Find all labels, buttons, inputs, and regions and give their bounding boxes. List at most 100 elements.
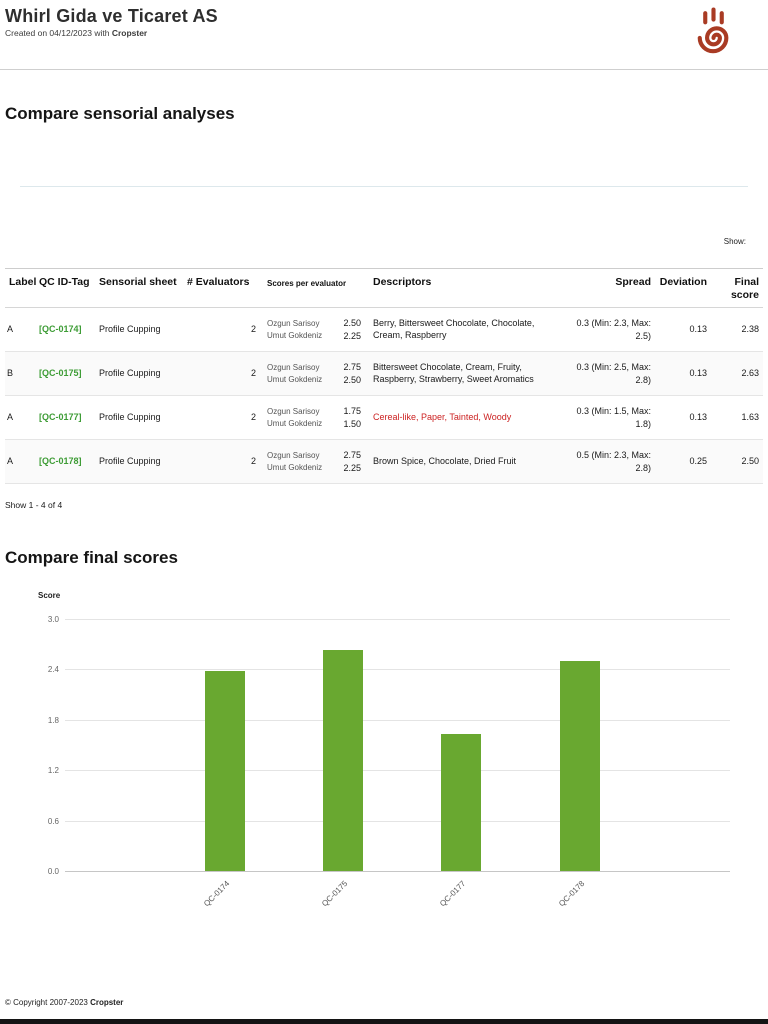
chart-ytick-label: 0.6: [47, 816, 59, 826]
spread-value: 0.3 (Min: 2.5, Max: 2.8): [567, 351, 655, 397]
show-filter-label: Show:: [723, 237, 746, 246]
chart-bar-qc-0177: [441, 734, 482, 871]
row-label: A: [5, 307, 35, 353]
evaluator-names: Ozgun Sarisoy Umut Gokdeniz: [263, 307, 329, 353]
table-header-row: Label QC ID-Tag Sensorial sheet # Evalua…: [5, 267, 763, 309]
section-divider: [20, 186, 748, 187]
cropster-logo-icon: [697, 7, 729, 54]
created-on-prefix: Created on 04/12/2023 with: [5, 28, 112, 38]
table-row: A [QC-0174] Profile Cupping 2 Ozgun Sari…: [5, 307, 763, 353]
evaluators-count: 2: [183, 395, 263, 441]
evaluator-name: Umut Gokdeniz: [267, 374, 323, 384]
chart-xtick-label: QC-0177: [438, 879, 468, 909]
chart-gridline: [65, 719, 730, 721]
col-header-label: Label: [5, 267, 36, 309]
chart-ytick-label: 1.8: [47, 715, 59, 725]
chart-xtick-label: QC-0174: [201, 879, 231, 909]
col-header-final-score: Final score: [711, 267, 763, 309]
sensorial-sheet: Profile Cupping: [95, 395, 183, 441]
evaluator-name: Ozgun Sarisoy: [267, 319, 320, 329]
evaluators-count: 2: [183, 307, 263, 353]
evaluator-score: 2.50: [343, 374, 361, 385]
row-label: A: [5, 439, 35, 485]
qc-tag-link[interactable]: [QC-0177]: [39, 411, 82, 422]
chart-bar-qc-0178: [559, 661, 600, 871]
sensorial-sheet: Profile Cupping: [95, 351, 183, 397]
qc-tag-link[interactable]: [QC-0178]: [39, 455, 82, 466]
evaluator-name: Umut Gokdeniz: [267, 418, 323, 428]
final-score-value: 1.63: [711, 395, 763, 441]
table-row: B [QC-0175] Profile Cupping 2 Ozgun Sari…: [5, 351, 763, 397]
row-label: A: [5, 395, 35, 441]
table-row: A [QC-0177] Profile Cupping 2 Ozgun Sari…: [5, 395, 763, 441]
deviation-value: 0.13: [655, 395, 711, 441]
evaluator-scores: 2.75 2.25: [329, 439, 365, 485]
page-title: Whirl Gida ve Ticaret AS: [5, 6, 218, 26]
evaluator-score: 2.25: [343, 330, 361, 341]
descriptors: Berry, Bittersweet Chocolate, Chocolate,…: [365, 307, 567, 353]
evaluator-scores: 2.50 2.25: [329, 307, 365, 353]
section-title-compare-scores: Compare final scores: [5, 548, 178, 567]
deviation-value: 0.13: [655, 307, 711, 353]
evaluators-count: 2: [183, 351, 263, 397]
evaluator-scores: 2.75 2.50: [329, 351, 365, 397]
chart-xtick-label: QC-0175: [320, 879, 350, 909]
chart-xtick-label: QC-0178: [556, 879, 587, 909]
report-header: Whirl Gida ve Ticaret AS Created on 04/1…: [0, 0, 768, 70]
qc-tag-link[interactable]: [QC-0174]: [39, 323, 82, 334]
deviation-value: 0.13: [655, 351, 711, 397]
evaluator-names: Ozgun Sarisoy Umut Gokdeniz: [263, 351, 329, 397]
evaluator-name: Ozgun Sarisoy: [267, 363, 320, 373]
pagination-summary: Show 1 - 4 of 4: [5, 500, 63, 510]
page-bottom-bar: [0, 1019, 768, 1024]
deviation-value: 0.25: [655, 439, 711, 485]
evaluators-count: 2: [183, 439, 263, 485]
chart-ytick-label: 1.2: [47, 766, 59, 776]
final-score-value: 2.63: [711, 351, 763, 397]
descriptors: Cereal-like, Paper, Tainted, Woody: [365, 395, 567, 441]
created-on-brand: Cropster: [111, 28, 148, 38]
table-row: A [QC-0178] Profile Cupping 2 Ozgun Sari…: [5, 439, 763, 485]
evaluator-name: Umut Gokdeniz: [267, 330, 323, 340]
col-header-spread: Spread: [567, 267, 655, 309]
col-header-deviation: Deviation: [655, 267, 711, 309]
final-score-value: 2.38: [711, 307, 763, 353]
chart-gridline: [65, 770, 730, 772]
chart-ytick-label: 0.0: [47, 867, 59, 876]
evaluator-score: 1.75: [343, 405, 361, 416]
evaluator-scores: 1.75 1.50: [329, 395, 365, 441]
col-header-sheet: Sensorial sheet: [95, 267, 183, 309]
spread-value: 0.3 (Min: 1.5, Max: 1.8): [567, 395, 655, 441]
qc-tag-link[interactable]: [QC-0175]: [39, 367, 82, 378]
evaluator-score: 2.75: [343, 449, 361, 460]
chart-ytick-label: 3.0: [47, 615, 59, 624]
chart-bar-qc-0175: [322, 650, 363, 871]
col-header-evaluators: # Evaluators: [183, 267, 263, 309]
chart-gridline: [65, 871, 730, 872]
col-header-descriptors: Descriptors: [365, 267, 567, 309]
final-score-value: 2.50: [711, 439, 763, 485]
created-on-text: Created on 04/12/2023 with Cropster: [5, 28, 147, 38]
chart-y-axis-title: Score: [38, 591, 61, 600]
spread-value: 0.5 (Min: 2.3, Max: 2.8): [567, 439, 655, 485]
evaluator-score: 2.50: [343, 317, 361, 328]
col-header-qc-tag: QC ID-Tag: [35, 267, 95, 309]
descriptors: Brown Spice, Chocolate, Dried Fruit: [365, 439, 567, 485]
evaluator-score: 1.50: [343, 418, 361, 429]
evaluator-name: Umut Gokdeniz: [267, 462, 323, 472]
evaluator-name: Ozgun Sarisoy: [267, 451, 320, 461]
row-label: B: [5, 351, 35, 397]
sensorial-analyses-table: Label QC ID-Tag Sensorial sheet # Evalua…: [5, 267, 763, 485]
chart-gridline: [65, 619, 730, 620]
chart-gridline: [65, 669, 730, 671]
col-header-scores: Scores per evaluator: [263, 267, 365, 309]
evaluator-score: 2.75: [343, 361, 361, 372]
section-title-compare-analyses: Compare sensorial analyses: [5, 104, 235, 123]
sensorial-sheet: Profile Cupping: [95, 307, 183, 353]
spread-value: 0.3 (Min: 2.3, Max: 2.5): [567, 307, 655, 353]
evaluator-names: Ozgun Sarisoy Umut Gokdeniz: [263, 439, 329, 485]
chart-bar-qc-0174: [204, 671, 245, 871]
evaluator-names: Ozgun Sarisoy Umut Gokdeniz: [263, 395, 329, 441]
sensorial-sheet: Profile Cupping: [95, 439, 183, 485]
